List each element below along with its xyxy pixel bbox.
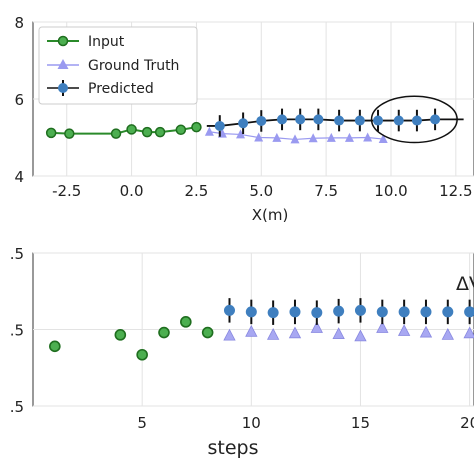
predicted-point: [214, 120, 225, 131]
legend-input-label: Input: [88, 34, 125, 50]
input-point: [141, 126, 153, 138]
top-x-tick-label: 12.5: [439, 182, 472, 200]
input-point: [64, 128, 75, 139]
input-point: [191, 121, 202, 133]
predicted-step-point: [311, 307, 323, 319]
bottom-x-tick-label: 10: [242, 414, 261, 432]
predicted-step-point: [333, 305, 345, 317]
predicted-point: [256, 115, 267, 126]
input-step-point: [201, 326, 214, 339]
ground-truth-point: [272, 132, 282, 142]
ground-truth-point: [204, 126, 214, 136]
ground-truth-point: [378, 134, 388, 144]
top-x-tick-label: 2.5: [184, 182, 208, 200]
ground-truth-step-point: [332, 327, 345, 339]
input-step-point: [158, 326, 170, 339]
bottom-y-tick-label: .5: [10, 245, 24, 263]
top-x-tick-label: 10.0: [374, 182, 407, 200]
ground-truth-step-point: [354, 329, 367, 342]
legend-input-marker: [57, 35, 69, 47]
predicted-point: [354, 115, 365, 126]
input-step-point: [180, 316, 192, 328]
top-y-tick-label: 8: [14, 14, 24, 32]
input-point: [126, 124, 137, 135]
ground-truth-step-point: [441, 327, 454, 340]
predicted-step-point: [420, 306, 432, 318]
ground-truth-step-point: [310, 321, 323, 333]
top-panel: -2.5 0.0 2.5 5.0 7.5 10.0 12.5 4 6 8 X(m) Input G…: [14, 14, 474, 224]
input-point: [175, 124, 187, 136]
predicted-point: [393, 115, 404, 126]
predicted-step-point: [354, 304, 366, 316]
top-ticks: -2.5 0.0 2.5 5.0 7.5 10.0 12.5 4 6 8: [14, 14, 472, 200]
top-x-tick-label: 7.5: [314, 182, 338, 200]
bottom-y-tick-label: .5: [10, 398, 24, 416]
ground-truth-point: [308, 133, 318, 143]
ground-truth-step-point: [419, 325, 433, 338]
top-y-tick-label: 4: [14, 168, 24, 186]
predicted-point: [373, 115, 384, 126]
ground-truth-step-point: [266, 327, 280, 340]
bottom-partial-label: ΔV: [456, 273, 474, 295]
top-x-tick-label: 5.0: [249, 182, 273, 200]
predicted-point: [313, 114, 324, 125]
predicted-step-point: [267, 307, 279, 319]
predicted-step-point: [289, 306, 301, 318]
predicted-point: [238, 118, 249, 129]
top-x-tick-label: 0.0: [120, 182, 144, 200]
ground-truth-step-point: [223, 328, 236, 341]
bottom-panel: 5 10 15 20 .5 .5 .5 steps ΔV: [10, 245, 474, 459]
top-series: [45, 95, 464, 144]
top-x-axis-label: X(m): [252, 206, 289, 224]
ground-truth-point: [236, 129, 246, 139]
predicted-step-point: [376, 306, 388, 318]
predicted-point: [411, 115, 422, 126]
input-step-point: [49, 340, 61, 353]
ground-truth-point: [326, 132, 336, 142]
ground-truth-step-point: [288, 326, 302, 339]
predicted-point: [295, 114, 306, 125]
ground-truth-point: [344, 132, 354, 142]
ground-truth-step-point: [245, 324, 258, 337]
input-step-point: [136, 348, 148, 361]
predicted-point: [334, 115, 345, 126]
highlight-ellipse: [370, 95, 458, 144]
input-point: [110, 128, 122, 139]
bottom-x-tick-label: 5: [137, 414, 147, 432]
predicted-step-point: [442, 306, 454, 318]
bottom-x-tick-label: 20: [460, 414, 474, 432]
legend: Input Ground Truth Predicted: [38, 26, 198, 105]
ground-truth-step-point: [463, 326, 474, 339]
predicted-point: [430, 114, 441, 125]
ground-truth-point: [290, 134, 300, 144]
ground-truth-point: [363, 132, 373, 142]
input-point: [154, 126, 166, 138]
predicted-step-point: [223, 304, 235, 316]
predicted-step-point: [398, 306, 410, 318]
legend-ground-truth-marker: [57, 59, 69, 69]
legend-box: [38, 26, 198, 105]
bottom-ticks: 5 10 15 20 .5 .5 .5: [10, 245, 474, 432]
predicted-step-point: [245, 306, 257, 318]
top-x-tick-label: -2.5: [52, 182, 81, 200]
input-step-point: [114, 329, 127, 341]
legend-predicted-marker: [58, 83, 68, 93]
legend-predicted-label: Predicted: [88, 81, 154, 97]
legend-ground-truth-label: Ground Truth: [88, 58, 179, 74]
bottom-x-axis-label: steps: [208, 437, 259, 459]
top-y-tick-label: 6: [14, 91, 24, 109]
ground-truth-step-point: [397, 324, 411, 336]
bottom-x-tick-label: 15: [351, 414, 370, 432]
predicted-point: [277, 114, 288, 125]
bottom-y-tick-label: .5: [10, 322, 24, 340]
bottom-series: [49, 298, 474, 361]
ground-truth-point: [254, 132, 264, 142]
input-point: [45, 127, 57, 139]
predicted-step-point: [464, 306, 474, 318]
ground-truth-step-point: [376, 321, 389, 333]
